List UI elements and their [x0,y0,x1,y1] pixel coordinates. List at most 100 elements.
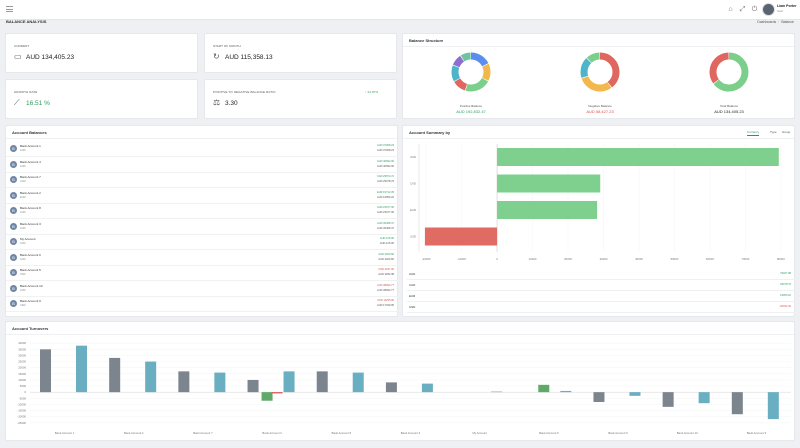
bar-credit [629,392,641,396]
bar-eur [497,201,598,219]
avatar[interactable] [762,3,775,16]
list-item[interactable]: B Bank Account 5 USD USD 2187.00 AUD 3282.38 [6,266,400,281]
donut-segment [709,52,749,92]
bar-credit [145,361,157,393]
bar-debit [40,349,51,393]
stat-label: GROWTH RATE [14,90,38,94]
tab-group[interactable]: Group [782,130,791,134]
account-name: Bank Account 7 [20,175,41,179]
stat-card-current: CURRENT ▭ AUD 134,405.23 [5,33,198,73]
donut-value: AUD 192,832.47 [456,109,486,114]
list-item[interactable]: B Bank Account 3 AUD AUD 30408.47 AUD 30408.… [6,220,400,235]
x-tick-label: Bank Account 1 [55,431,75,435]
currency-row: CAD 29078.70 [407,281,795,291]
page-title: BALANCE ANALYSIS [6,19,47,24]
y-tick-label: 0 [24,390,26,394]
list-item[interactable]: B Bank Account 2 EUR EUR 15712.35 AUD 16950.… [6,189,400,204]
stat-card-start-of-month: START OF MONTH ↻ AUD 115,358.13 [204,33,397,73]
tab-currency[interactable]: Currency [747,130,760,136]
bank-icon: B [10,191,17,199]
card-title: Account Summary by [409,130,451,135]
account-balances-card: Account Balances B Bank Account 1 AUD AUD 3… [5,125,400,317]
bank-icon: B [10,238,17,245]
stat-value: AUD 134,405.23 [26,54,75,61]
breadcrumb-item[interactable]: Dashboards [757,20,777,24]
top-bar: ⌂ ⤢ ⏻ Liam Porter User [0,0,800,20]
account-currency: USD [20,304,26,307]
y-tick-label: -20000 [17,415,26,419]
account-currency: AUD [20,242,26,245]
stat-value: 3.30 [225,100,238,107]
bar-debit [178,371,190,393]
x-tick-label: 40000 [635,257,643,261]
x-tick-label: 80000 [777,257,785,261]
list-item[interactable]: B My Account AUD AUD 125.00 AUD 125.00 [6,235,400,250]
account-currency: AUD [20,226,26,230]
x-tick-label: 30000 [600,257,608,261]
account-name: Bank Account 8 [20,206,41,210]
list-item[interactable]: B Bank Account 9 USD USD 11265.00 AUD 17049.… [6,297,400,312]
turnover-bar-chart: 40000 35000 30000 25000 20000 15000 10000 5000 0… [17,341,791,435]
list-item[interactable]: B Bank Account 10 AUD AUD 38094.77 AUD 38094… [6,282,400,297]
menu-icon[interactable] [6,6,13,12]
list-item[interactable]: B Bank Account 7 CAD CAD 29574.72 AUD 29078.… [6,173,400,188]
account-name: Bank Account 1 [20,144,41,148]
donut-total [709,52,749,92]
bar-aud [497,148,779,166]
power-icon[interactable]: ⏻ [751,6,758,13]
account-name: Bank Account 9 [20,299,41,303]
bar-net [261,392,273,401]
donut-segment [580,52,620,92]
list-item[interactable]: B Bank Account 4 AUD AUD 40692.00 AUD 40692.… [6,158,400,173]
account-native-balance: AUD 30408.47 [376,221,394,225]
card-title: Balance Structure [409,38,444,43]
bar-debit [593,392,605,402]
y-tick-label: -15000 [17,409,26,413]
bank-icon: B [10,176,17,183]
donut-segment [451,52,491,92]
account-native-balance: USD 2187.00 [378,268,394,271]
bar-credit [421,383,433,393]
x-tick-label: Bank Account 8 [332,431,352,435]
list-item[interactable]: B Bank Account 6 AUD AUD 2400.60 AUD 2400.60 [6,251,400,266]
account-aud-balance: AUD 2400.60 [378,257,394,261]
currency-value: 79407.98 [780,272,791,275]
x-tick-label: 10000 [529,257,537,261]
account-name: Bank Account 2 [20,190,41,195]
account-native-balance: AUD 125.00 [379,237,394,240]
donut-segment [451,52,491,92]
account-turnovers-card: Account Turnovers 40000 35000 30000 25000 20… [5,321,795,441]
tab-type[interactable]: Type [770,130,777,134]
x-tick-label: Bank Account 3 [401,431,421,435]
home-icon[interactable]: ⌂ [728,6,733,13]
x-tick-label: Bank Account 5 [608,431,628,435]
account-currency: USD [20,273,26,276]
stat-value: 16.51 % [26,100,50,107]
donut-positive [451,52,491,92]
bar-credit [352,372,364,393]
bar-credit [560,390,572,393]
list-item[interactable]: B Bank Account 1 AUD AUD 37008.23 AUD 37008.… [6,142,400,157]
account-aud-balance: AUD 23077.36 [376,211,394,214]
bank-icon: B [10,253,17,261]
bar-credit [283,371,295,393]
bar-debit [316,371,328,393]
donut-label: Negative Balance [588,104,612,108]
bar-net-negative [271,392,283,394]
account-aud-balance: AUD 3282.38 [378,273,394,276]
y-tick-label: EUR [410,208,416,212]
y-tick-label: CAD [410,182,416,186]
x-tick-label: Bank Account 7 [193,431,213,435]
y-tick-label: AUD [410,155,416,159]
stat-card-ratio: POSITIVE TO NEGATIVE BALANCE RATIO ↑ 23.… [204,79,397,119]
currency-name: AUD [409,272,416,276]
expand-icon[interactable]: ⤢ [739,6,746,13]
account-name: My Account [20,237,36,241]
account-currency: AUD [20,257,26,261]
trend-icon: ⟋ [14,98,20,107]
y-tick-label: 10000 [18,378,26,382]
list-item[interactable]: B Bank Account 8 AUD AUD 23077.36 AUD 23077.… [6,204,400,219]
x-tick-label: My Account [472,431,487,435]
currency-name: CAD [409,283,416,287]
donut-negative [580,52,620,92]
